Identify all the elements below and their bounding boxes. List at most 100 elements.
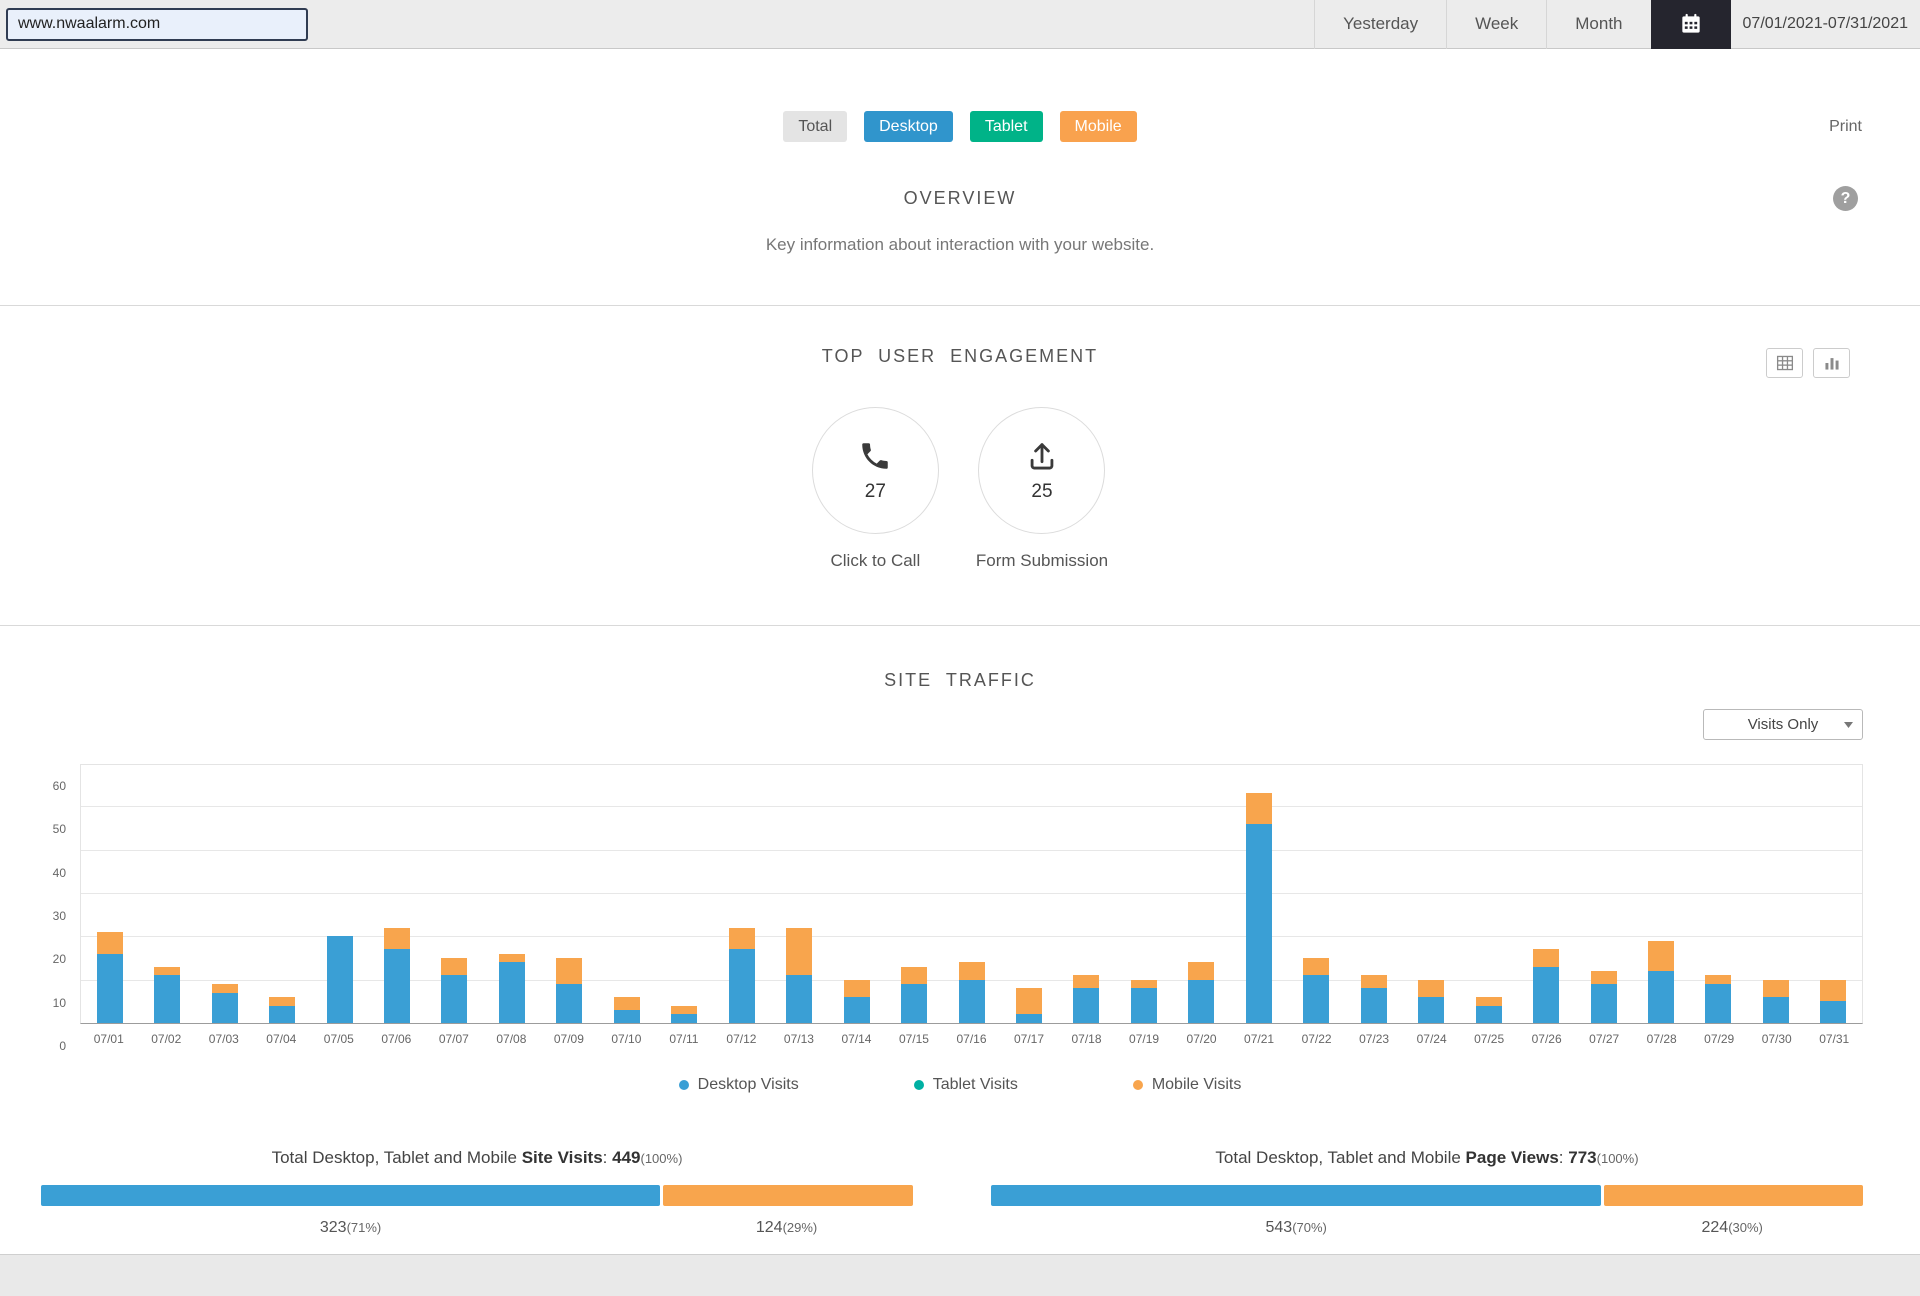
bar-segment[interactable] <box>154 975 181 1023</box>
tab-yesterday[interactable]: Yesterday <box>1314 0 1446 49</box>
bar-segment[interactable] <box>1245 823 1272 1023</box>
bar-group[interactable] <box>770 765 827 1023</box>
bar-segment[interactable] <box>613 997 640 1010</box>
bar-segment[interactable] <box>1303 975 1330 1023</box>
bar-segment[interactable] <box>1360 975 1387 989</box>
bar-group[interactable] <box>426 765 483 1023</box>
bar-segment[interactable] <box>1475 997 1502 1006</box>
bar-group[interactable] <box>1690 765 1747 1023</box>
table-view-button[interactable] <box>1766 348 1803 378</box>
bar-group[interactable] <box>943 765 1000 1023</box>
bar-group[interactable] <box>1345 765 1402 1023</box>
bar-segment[interactable] <box>1647 971 1674 1023</box>
bar-group[interactable] <box>1000 765 1057 1023</box>
bar-segment[interactable] <box>441 958 468 976</box>
bar-segment[interactable] <box>958 979 985 1023</box>
bar-segment[interactable] <box>786 927 813 976</box>
bar-group[interactable] <box>828 765 885 1023</box>
bar-segment[interactable] <box>1015 1014 1042 1023</box>
bar-segment[interactable] <box>1188 962 1215 980</box>
bar-segment[interactable] <box>556 958 583 984</box>
bar-segment[interactable] <box>901 966 928 984</box>
filter-desktop-button[interactable]: Desktop <box>864 111 953 142</box>
bar-segment[interactable] <box>1533 966 1560 1023</box>
bar-segment[interactable] <box>441 975 468 1023</box>
bar-group[interactable] <box>1747 765 1804 1023</box>
bar-segment[interactable] <box>1820 1001 1847 1023</box>
bar-segment[interactable] <box>1418 997 1445 1023</box>
bar-group[interactable] <box>541 765 598 1023</box>
bar-segment[interactable] <box>556 984 583 1023</box>
bar-segment[interactable] <box>958 962 985 980</box>
bar-segment[interactable] <box>728 949 755 1023</box>
bar-group[interactable] <box>483 765 540 1023</box>
bar-segment[interactable] <box>1188 979 1215 1023</box>
bar-segment[interactable] <box>1360 988 1387 1023</box>
bar-segment[interactable] <box>269 1005 296 1023</box>
bar-segment[interactable] <box>1705 984 1732 1023</box>
bar-segment[interactable] <box>1073 988 1100 1023</box>
bar-segment[interactable] <box>383 949 410 1023</box>
bar-segment[interactable] <box>1303 958 1330 976</box>
bar-group[interactable] <box>1173 765 1230 1023</box>
bar-group[interactable] <box>253 765 310 1023</box>
bar-segment[interactable] <box>1705 975 1732 984</box>
chart-view-button[interactable] <box>1813 348 1850 378</box>
bar-segment[interactable] <box>96 953 123 1023</box>
bar-group[interactable] <box>311 765 368 1023</box>
bar-segment[interactable] <box>1533 949 1560 967</box>
bar-group[interactable] <box>1402 765 1459 1023</box>
calendar-button[interactable] <box>1650 0 1731 49</box>
bar-segment[interactable] <box>1130 979 1157 989</box>
filter-total-button[interactable]: Total <box>783 111 848 142</box>
bar-segment[interactable] <box>211 992 238 1023</box>
tab-week[interactable]: Week <box>1446 0 1546 49</box>
bar-segment[interactable] <box>1073 975 1100 989</box>
bar-segment[interactable] <box>901 984 928 1023</box>
bar-group[interactable] <box>1805 765 1862 1023</box>
bar-group[interactable] <box>1288 765 1345 1023</box>
bar-segment[interactable] <box>671 1005 698 1015</box>
bar-segment[interactable] <box>728 927 755 950</box>
bar-group[interactable] <box>1115 765 1172 1023</box>
bar-segment[interactable] <box>1820 979 1847 1002</box>
bar-segment[interactable] <box>1130 988 1157 1023</box>
bar-group[interactable] <box>81 765 138 1023</box>
bar-group[interactable] <box>1058 765 1115 1023</box>
bar-segment[interactable] <box>326 936 353 1023</box>
bar-segment[interactable] <box>786 975 813 1023</box>
bar-segment[interactable] <box>154 966 181 976</box>
bar-segment[interactable] <box>96 932 123 954</box>
filter-tablet-button[interactable]: Tablet <box>969 111 1043 142</box>
filter-mobile-button[interactable]: Mobile <box>1059 111 1137 142</box>
bar-segment[interactable] <box>843 997 870 1023</box>
bar-segment[interactable] <box>1590 984 1617 1023</box>
bar-group[interactable] <box>196 765 253 1023</box>
bar-group[interactable] <box>1460 765 1517 1023</box>
bar-segment[interactable] <box>269 997 296 1006</box>
bar-group[interactable] <box>656 765 713 1023</box>
bar-group[interactable] <box>1517 765 1574 1023</box>
url-input[interactable] <box>6 7 308 41</box>
bar-segment[interactable] <box>498 953 525 963</box>
bar-segment[interactable] <box>1762 997 1789 1023</box>
bar-segment[interactable] <box>211 984 238 993</box>
bar-segment[interactable] <box>1762 979 1789 997</box>
bar-group[interactable] <box>885 765 942 1023</box>
bar-segment[interactable] <box>383 927 410 950</box>
bar-segment[interactable] <box>1647 940 1674 971</box>
bar-group[interactable] <box>1575 765 1632 1023</box>
bar-group[interactable] <box>1632 765 1689 1023</box>
traffic-metric-dropdown[interactable]: Visits Only <box>1703 709 1863 740</box>
bar-segment[interactable] <box>498 962 525 1023</box>
bar-segment[interactable] <box>671 1014 698 1023</box>
bar-group[interactable] <box>713 765 770 1023</box>
bar-group[interactable] <box>138 765 195 1023</box>
bar-group[interactable] <box>368 765 425 1023</box>
bar-segment[interactable] <box>1590 971 1617 984</box>
help-icon[interactable]: ? <box>1833 186 1858 211</box>
bar-segment[interactable] <box>1418 979 1445 997</box>
bar-segment[interactable] <box>1475 1005 1502 1023</box>
tab-month[interactable]: Month <box>1546 0 1650 49</box>
bar-segment[interactable] <box>613 1010 640 1023</box>
